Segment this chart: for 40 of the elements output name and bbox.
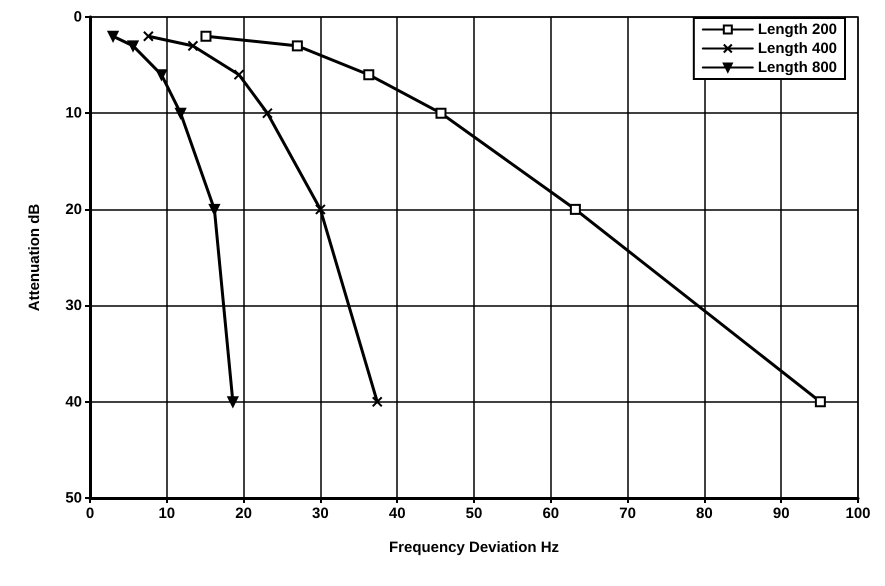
point	[814, 396, 826, 408]
x-tick-label: 20	[235, 505, 252, 522]
legend-label: Length 800	[758, 59, 838, 76]
point	[314, 204, 326, 215]
legend-label: Length 400	[758, 40, 838, 57]
point	[175, 108, 186, 119]
point	[435, 108, 446, 119]
x-tick-label: 10	[158, 505, 176, 522]
x-tick-label: 50	[466, 505, 482, 522]
y-tick-label: 50	[65, 490, 82, 506]
point	[187, 40, 198, 52]
y-tick-label: 0	[74, 8, 82, 26]
point	[156, 69, 167, 80]
point	[292, 40, 303, 52]
point	[227, 396, 238, 408]
legend-label: Length 200	[758, 21, 838, 38]
y-tick-label: 10	[65, 104, 82, 122]
x-tick-label: 60	[542, 505, 560, 522]
point	[208, 204, 220, 215]
x-tick-label: 100	[845, 505, 871, 522]
y-tick-label: 30	[65, 297, 82, 314]
point	[200, 30, 212, 42]
x-axis-title: Frequency Deviation Hz	[388, 539, 560, 556]
x-tick-label: 90	[772, 505, 790, 522]
y-tick-label: 20	[65, 200, 82, 218]
point	[372, 396, 383, 408]
point	[363, 69, 374, 80]
x-tick-label: 0	[86, 505, 94, 522]
x-tick-label: 70	[619, 505, 636, 522]
point	[570, 204, 581, 215]
point	[262, 108, 273, 119]
point	[108, 30, 119, 42]
y-axis-title: Attenuation dB	[26, 204, 43, 312]
x-tick-label: 40	[388, 505, 406, 522]
point	[142, 30, 154, 42]
x-tick-label: 80	[696, 505, 713, 522]
y-tick-label: 40	[65, 393, 82, 410]
point	[128, 40, 139, 52]
point	[233, 69, 244, 80]
x-tick-label: 30	[312, 505, 329, 522]
